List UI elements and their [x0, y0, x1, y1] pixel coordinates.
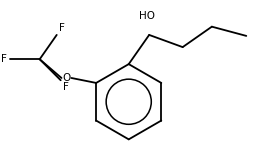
- Text: O: O: [62, 73, 70, 83]
- Text: F: F: [59, 23, 65, 33]
- Text: F: F: [1, 54, 7, 64]
- Text: HO: HO: [139, 11, 155, 21]
- Text: F: F: [63, 82, 69, 92]
